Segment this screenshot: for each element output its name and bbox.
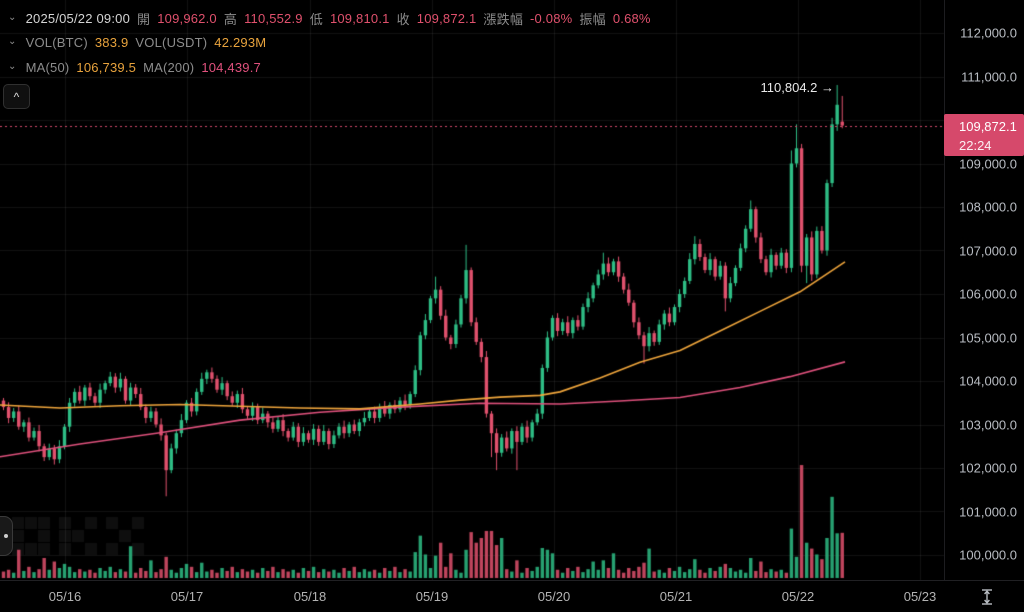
volume-legend-row: ⌄ VOL(BTC) 383.9 VOL(USDT) 42.293M (8, 35, 266, 50)
price-axis-tick: 107,000.0 (959, 243, 1017, 258)
time-axis-tick: 05/16 (48, 589, 82, 604)
price-axis-tick: 105,000.0 (959, 330, 1017, 345)
price-axis-tick: 106,000.0 (959, 286, 1017, 302)
open-value: 109,962.0 (157, 11, 217, 26)
last-price-value: 109,872.1 (959, 119, 1017, 134)
low-label: 低 (309, 12, 323, 27)
time-axis-tick: 05/23 (903, 589, 937, 604)
close-label: 收 (396, 12, 410, 27)
low-value: 109,810.1 (329, 11, 390, 26)
high-label: 高 (223, 12, 238, 27)
price-axis-tick: 103,000.0 (959, 417, 1017, 432)
ma-legend-row: ⌄ MA(50) 106,739.5 MA(200) 104,439.7 (8, 60, 261, 75)
chevron-up-icon: ^ (13, 89, 20, 104)
vol-btc-label: VOL(BTC) (25, 35, 88, 50)
price-axis-tick: 101,000.0 (959, 504, 1017, 519)
candle-datetime: 2025/05/22 09:00 (25, 11, 131, 26)
vol-usdt-label: VOL(USDT) (135, 35, 208, 50)
chevron-down-icon[interactable]: ⌄ (8, 61, 17, 72)
change-label: 漲跌幅 (483, 12, 524, 27)
collapse-indicators-button[interactable]: ^ (3, 84, 30, 109)
time-axis-tick: 05/22 (781, 589, 815, 604)
time-axis-tick: 05/21 (659, 589, 693, 604)
price-axis-tick: 104,000.0 (959, 373, 1017, 389)
price-axis[interactable]: 112,000.0111,000.0110,000.0109,000.0108,… (944, 0, 1024, 580)
price-axis-tick: 109,000.0 (959, 156, 1017, 171)
ma50-value: 106,739.5 (76, 60, 137, 75)
drag-dot-icon (4, 534, 8, 538)
price-axis-tick: 112,000.0 (960, 25, 1017, 41)
ma200-value: 104,439.7 (201, 60, 261, 75)
amplitude-value: 0.68% (612, 11, 651, 26)
change-value: -0.08% (530, 11, 573, 26)
amplitude-label: 振幅 (579, 12, 606, 27)
price-axis-tick: 102,000.0 (959, 460, 1017, 476)
candle-countdown: 22:24 (959, 138, 992, 153)
time-axis-tick: 05/20 (537, 589, 571, 604)
open-label: 開 (137, 12, 151, 27)
price-axis-tick: 100,000.0 (959, 547, 1017, 563)
chevron-down-icon[interactable]: ⌄ (8, 36, 17, 47)
price-scale-adjust-icon[interactable] (976, 588, 998, 606)
price-axis-tick: 108,000.0 (959, 199, 1017, 215)
vol-usdt-value: 42.293M (214, 35, 267, 50)
ohlc-legend-row: ⌄ 2025/05/22 09:00 開 109,962.0 高 110,552… (8, 9, 651, 28)
high-value: 110,552.9 (244, 11, 303, 26)
last-price-label[interactable]: 109,872.1 22:24 (944, 114, 1024, 156)
time-axis-tick: 05/19 (415, 589, 449, 604)
ma200-label: MA(200) (143, 60, 195, 75)
chart-high-annotation: 110,804.2 → (760, 80, 834, 95)
toolbar-drawer-handle[interactable] (0, 516, 13, 556)
chevron-down-icon[interactable]: ⌄ (8, 12, 17, 23)
vol-btc-value: 383.9 (94, 35, 129, 50)
price-axis-tick: 111,000.0 (961, 69, 1017, 84)
time-axis-tick: 05/18 (293, 589, 327, 604)
close-value: 109,872.1 (416, 11, 477, 26)
time-axis[interactable]: 05/16 05/17 05/18 05/19 05/20 05/21 05/22 05/23 (0, 580, 1024, 612)
time-axis-tick: 05/17 (170, 589, 204, 604)
ma50-label: MA(50) (25, 60, 70, 75)
